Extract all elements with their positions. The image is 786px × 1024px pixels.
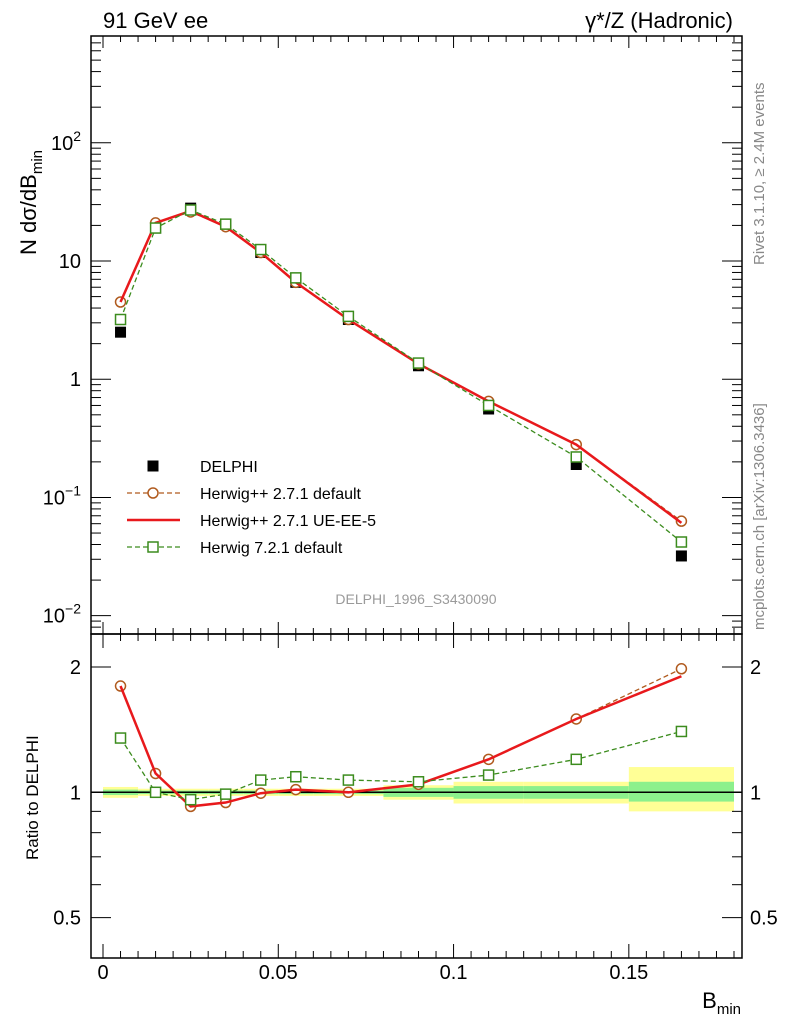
ratio-y-tick-label: 1 — [70, 782, 81, 804]
ratio-y-tick-label-right: 1 — [750, 782, 761, 804]
main-line-herwigpp_ueee5 — [119, 209, 683, 524]
x-tick-label: 0 — [97, 962, 108, 984]
main-line-herwig7_default — [119, 209, 682, 543]
main-point-herwig7_default — [219, 218, 232, 230]
main-y-tick-label: 10−1 — [43, 482, 81, 509]
header-right: γ*/Z (Hadronic) — [585, 8, 733, 33]
x-tick-label: 0.15 — [609, 962, 648, 984]
x-tick-label: 0.1 — [440, 962, 468, 984]
main-y-axis-label-main: N dσ/dB — [16, 174, 41, 255]
legend-entry-herwigpp_default: Herwig++ 2.7.1 default — [127, 486, 362, 503]
main-point-herwig7_default — [675, 536, 688, 548]
ratio-y-axis-label: Ratio to DELPHI — [23, 735, 42, 860]
ratio-point-herwig7_default — [290, 770, 302, 783]
x-axis-label-sub: min — [717, 1001, 741, 1018]
main-series-herwigpp_ueee5 — [119, 209, 683, 524]
ratio-frame — [90, 633, 743, 959]
main-y-tick-base: 10 — [43, 487, 65, 509]
legend-label: DELPHI — [200, 459, 258, 476]
ratio-panel: 2 2 1 1 0.5 0.5 0 0.05 0.1 0.15 — [53, 633, 778, 984]
mcplots-label: mcplots.cern.ch [arXiv:1306.3436] — [751, 403, 768, 630]
legend-entry-herwig7_default: Herwig 7.2.1 default — [127, 540, 343, 557]
ratio-series-herwig7_default — [114, 725, 688, 806]
ratio-line-herwigpp_ueee5 — [119, 675, 682, 808]
x-tick-label: 0.05 — [259, 962, 298, 984]
main-y-tick-label: 10−2 — [43, 601, 81, 628]
main-y-tick-label: 10 — [59, 251, 81, 273]
main-y-tick-label: 102 — [51, 128, 81, 155]
x-axis-label-main: B — [702, 988, 717, 1013]
ratio-point-herwig7_default — [342, 774, 355, 786]
ratio-point-herwigpp_default — [675, 663, 688, 675]
legend-entry-herwigpp_ueee5: Herwig++ 2.7.1 UE-EE-5 — [127, 513, 376, 530]
main-y-tick-exp: 2 — [73, 128, 81, 144]
ratio-point-herwig7_default — [412, 776, 425, 788]
main-point-data — [675, 550, 687, 562]
main-y-tick-base: 10 — [43, 606, 65, 628]
legend-label: Herwig 7.2.1 default — [200, 540, 343, 557]
header-left: 91 GeV ee — [103, 8, 208, 33]
analysis-tag: DELPHI_1996_S3430090 — [335, 591, 496, 607]
ratio-point-herwig7_default — [219, 788, 232, 800]
x-axis-label: Bmin — [702, 988, 741, 1018]
main-y-tick-base: 10 — [51, 133, 73, 155]
main-point-herwig7_default — [184, 204, 197, 216]
legend-label: Herwig++ 2.7.1 default — [200, 486, 362, 503]
legend: DELPHI Herwig++ 2.7.1 default Herwig++ 2.7… — [127, 459, 376, 557]
legend-marker — [147, 460, 159, 472]
main-point-data — [570, 459, 582, 471]
main-point-herwig7_default — [114, 313, 127, 326]
main-y-tick-exp: −2 — [65, 601, 81, 617]
ratio-point-herwig7_default — [114, 732, 127, 744]
ratio-y-tick-label: 0.5 — [53, 908, 81, 930]
main-y-axis-label-sub: min — [29, 150, 46, 174]
main-point-herwig7_default — [290, 272, 302, 284]
ratio-point-herwig7_default — [482, 769, 495, 781]
legend-entry-data: DELPHI — [147, 459, 258, 476]
ratio-y-tick-label-right: 0.5 — [750, 908, 778, 930]
ratio-y-tick-label: 2 — [70, 657, 81, 679]
main-point-herwig7_default — [570, 451, 582, 463]
main-y-tick-label: 1 — [70, 369, 81, 391]
main-point-herwig7_default — [482, 399, 495, 412]
ratio-y-tick-label-right: 2 — [750, 657, 761, 679]
rivet-label: Rivet 3.1.10, ≥ 2.4M events — [751, 83, 768, 266]
main-point-herwig7_default — [412, 357, 425, 369]
main-point-herwig7_default — [149, 222, 162, 234]
main-point-data — [115, 326, 127, 338]
main-series-herwigpp_default — [114, 206, 688, 527]
ratio-point-herwig7_default — [675, 725, 688, 738]
ratio-series-herwigpp_ueee5 — [119, 675, 682, 808]
ratio-point-herwig7_default — [184, 793, 197, 806]
ratio-point-herwig7_default — [255, 774, 267, 786]
main-y-tick-exp: −1 — [65, 482, 81, 498]
ratio-point-herwig7_default — [149, 786, 162, 799]
ratio-point-herwig7_default — [570, 753, 582, 766]
main-point-herwig7_default — [342, 310, 355, 323]
legend-label: Herwig++ 2.7.1 UE-EE-5 — [200, 513, 376, 530]
legend-marker — [147, 487, 159, 499]
legend-marker — [147, 541, 159, 553]
main-series-herwig7_default — [114, 204, 688, 548]
main-y-axis-label: N dσ/dBmin — [16, 150, 46, 255]
main-series-data — [115, 202, 687, 562]
main-point-herwig7_default — [255, 243, 267, 256]
main-point-herwigpp_default — [675, 515, 688, 527]
main-frame — [90, 35, 743, 635]
